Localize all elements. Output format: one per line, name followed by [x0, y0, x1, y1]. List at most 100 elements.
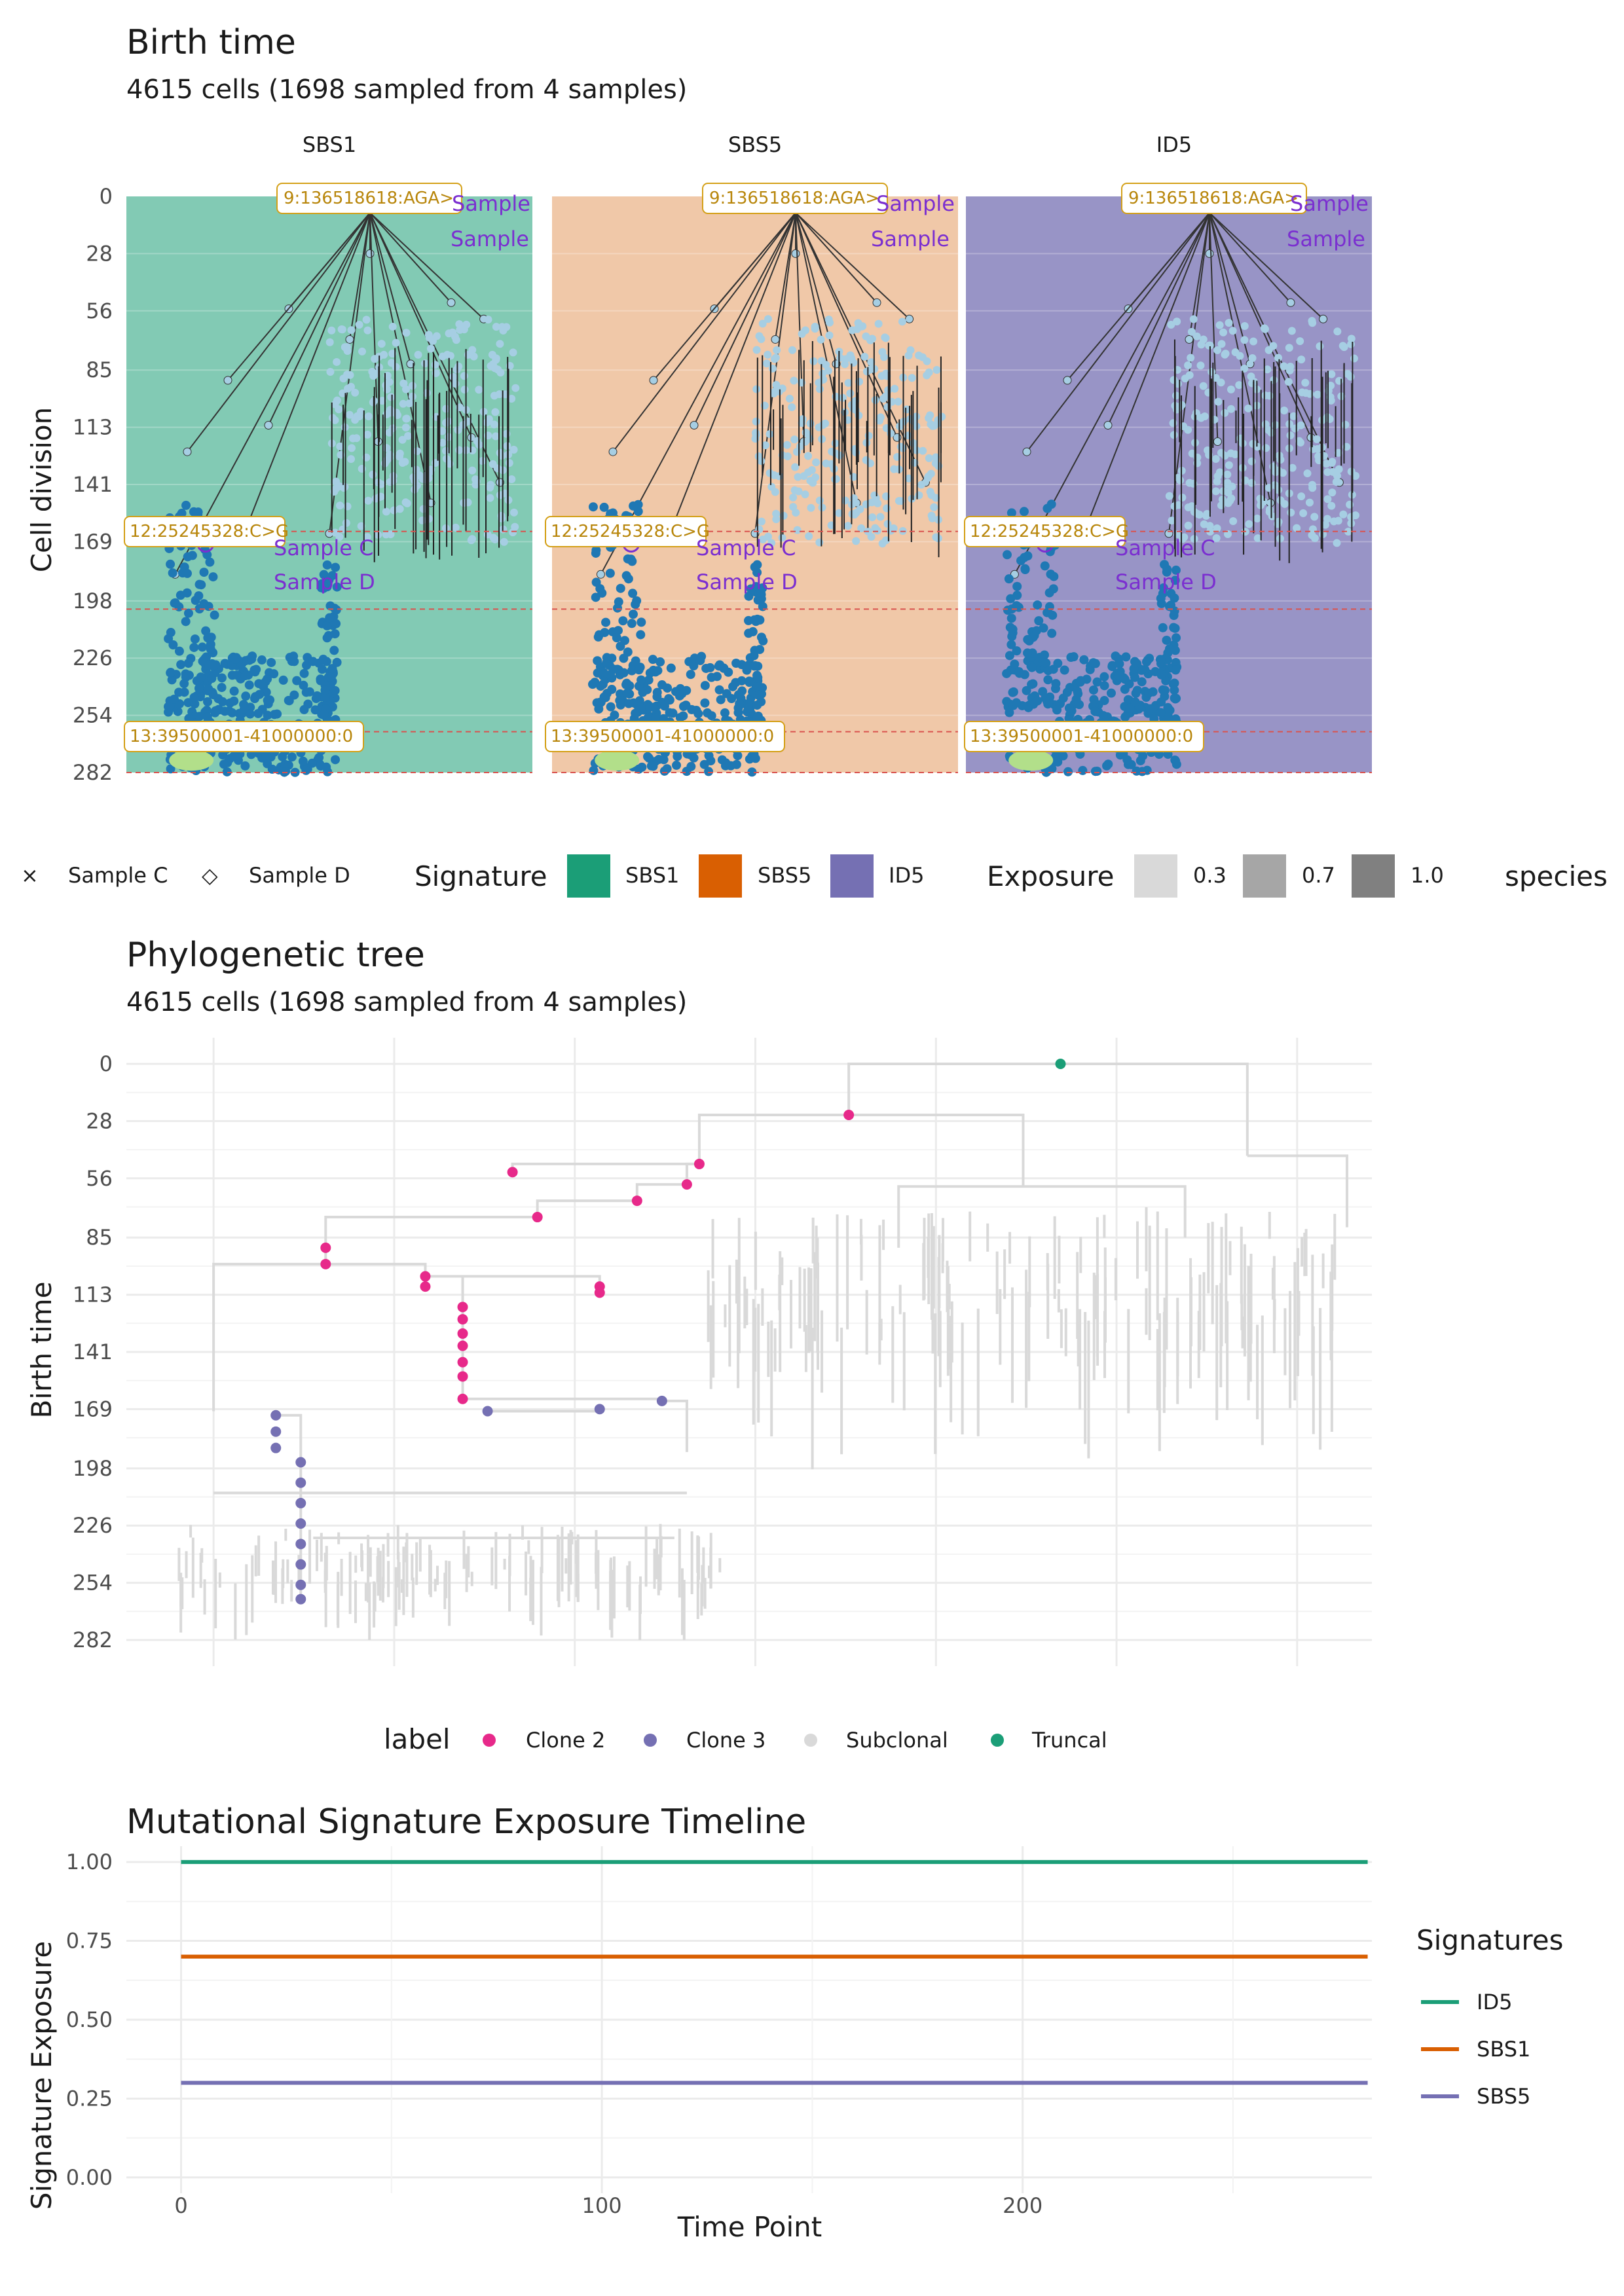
cell-point: [392, 409, 401, 417]
cell-point: [1328, 488, 1337, 497]
cell-point: [405, 399, 414, 408]
cell-point: [327, 670, 337, 680]
cell-point: [398, 435, 407, 444]
cell-point: [460, 372, 468, 380]
cell-point: [1184, 426, 1192, 434]
cell-point: [245, 709, 255, 719]
cell-point: [1156, 594, 1166, 604]
y-tick-label: 141: [73, 472, 113, 497]
tree-branch: [795, 212, 857, 503]
tree-node: [596, 570, 605, 579]
cell-point: [1227, 385, 1235, 393]
tree-node: [1319, 314, 1328, 323]
cell-point: [358, 347, 367, 355]
cell-point: [464, 498, 472, 507]
tree-branch: [349, 212, 371, 340]
cell-point: [815, 538, 824, 547]
cell-point: [389, 477, 397, 485]
tree-branch: [1060, 1063, 1249, 1156]
cell-point: [872, 494, 880, 502]
cell-point: [906, 346, 915, 354]
tree-node: [649, 376, 658, 385]
cell-point: [757, 335, 766, 344]
cell-point: [467, 536, 475, 545]
cell-point: [1276, 496, 1285, 505]
cell-point: [438, 352, 447, 361]
cell-point: [1073, 686, 1082, 696]
cell-point: [1225, 319, 1233, 327]
tree-branch: [369, 212, 485, 319]
cell-point: [1199, 382, 1208, 390]
cell-point: [883, 504, 891, 513]
cell-point: [789, 493, 798, 501]
cell-point: [1303, 469, 1312, 478]
cell-point: [853, 325, 861, 333]
cell-point: [1071, 695, 1081, 704]
cell-point: [822, 459, 830, 467]
cell-point: [707, 711, 716, 721]
cell-point: [319, 709, 329, 719]
cell-point: [431, 361, 439, 369]
legend-key-sbs1: [567, 854, 610, 898]
cell-point: [1166, 600, 1175, 610]
cell-point: [769, 390, 778, 398]
cell-point: [438, 439, 447, 447]
cell-point: [1123, 695, 1133, 704]
cell-point: [746, 584, 756, 594]
cell-point: [217, 673, 227, 683]
cell-point: [232, 670, 242, 680]
cell-point: [1005, 623, 1015, 632]
cell-point: [672, 760, 682, 770]
cell-point: [345, 410, 354, 419]
legend-key-exposure-1-0: [1352, 854, 1395, 898]
cell-point: [1212, 534, 1221, 543]
cell-point: [378, 397, 386, 405]
cell-point: [745, 678, 754, 687]
cell-point: [615, 696, 625, 706]
annotation-mid-sbs1: 12:25245328:C>G: [130, 522, 289, 541]
cell-point: [1298, 388, 1306, 397]
cell-point: [1125, 703, 1135, 713]
cell-point: [333, 357, 341, 366]
cell-point: [1284, 378, 1293, 386]
point-clone-3: [295, 1559, 306, 1570]
cell-point: [364, 496, 373, 505]
y-tick-label: 0.75: [66, 1929, 113, 1954]
cell-point: [1323, 515, 1332, 523]
birth-time-subtitle: 4615 cells (1698 sampled from 4 samples): [126, 75, 687, 105]
cell-point: [637, 617, 646, 627]
cell-point: [229, 752, 238, 761]
legend-label-id5: ID5: [889, 863, 924, 888]
cell-point: [1167, 320, 1175, 329]
cell-point: [289, 651, 299, 661]
cell-point: [1321, 520, 1329, 529]
cell-point: [1162, 635, 1172, 645]
cell-point: [327, 664, 337, 674]
cell-point: [1189, 315, 1198, 323]
cell-point: [1168, 517, 1176, 525]
cell-point: [261, 687, 271, 697]
y-tick-label: 169: [73, 529, 113, 554]
point-clone-2: [457, 1314, 468, 1325]
cell-point: [908, 374, 916, 382]
cell-point: [219, 759, 229, 769]
cell-point: [1008, 687, 1018, 697]
cell-point: [509, 508, 518, 517]
cell-point: [491, 408, 500, 416]
cell-point: [671, 687, 681, 697]
cell-point: [202, 712, 212, 722]
y-tick-label: 282: [73, 1628, 113, 1652]
cell-point: [1192, 332, 1201, 340]
cell-point: [668, 708, 678, 718]
sample-label-d-sbs1: Sample D: [274, 570, 375, 594]
cell-point: [790, 435, 799, 444]
y-tick-label: 0.50: [66, 2007, 113, 2032]
cell-point: [1158, 685, 1168, 695]
facet-strip-sbs5: SBS5: [728, 132, 782, 157]
tree-branch: [661, 1399, 688, 1452]
phylo-y-ticks: 0 28 56 85 113 141 169 198 226 254 282: [73, 1051, 113, 1652]
cell-point: [399, 399, 407, 408]
cell-point: [338, 325, 346, 334]
cell-point: [186, 653, 196, 663]
cell-point: [1206, 528, 1215, 536]
